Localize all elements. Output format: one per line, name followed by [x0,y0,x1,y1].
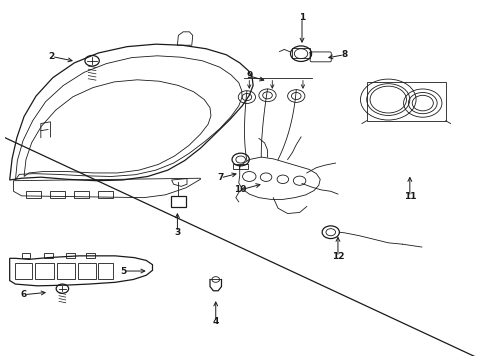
Bar [35,262,54,279]
Text: 7: 7 [217,174,224,183]
Bar [170,195,185,207]
Bar [292,48,309,58]
Text: 11: 11 [403,193,415,202]
Bar [44,253,53,258]
Text: 9: 9 [245,71,252,80]
Text: 10: 10 [234,185,246,194]
Bar [233,164,247,170]
Bar [86,253,95,258]
Text: 8: 8 [340,50,346,59]
Bar [74,191,89,198]
Bar [98,262,112,279]
Bar [98,191,112,198]
Bar [78,262,96,279]
Text: 12: 12 [331,252,344,261]
Bar [50,191,65,198]
Bar [66,253,75,258]
Bar [366,82,445,121]
Text: 6: 6 [21,290,27,299]
Bar [57,262,75,279]
Bar [26,191,41,198]
Bar [21,253,30,258]
Text: 4: 4 [212,317,219,326]
Text: 3: 3 [174,228,180,237]
Text: 2: 2 [49,52,55,61]
Text: 1: 1 [298,13,305,22]
Bar [16,262,32,279]
Text: 5: 5 [121,266,126,275]
